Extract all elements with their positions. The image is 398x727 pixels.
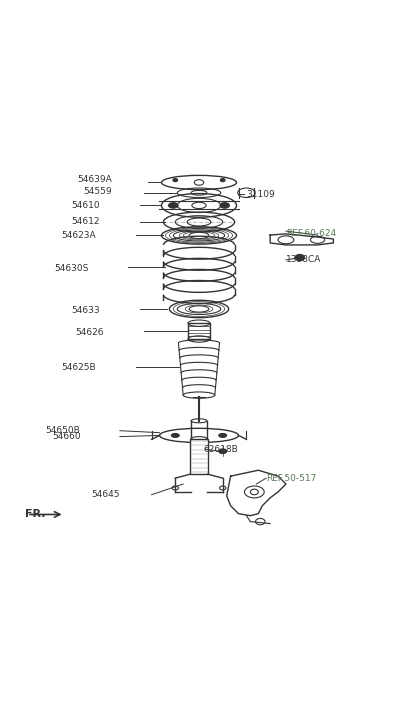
Text: 54630S: 54630S <box>54 264 88 273</box>
Ellipse shape <box>295 254 304 261</box>
Text: 54612: 54612 <box>72 217 100 225</box>
Text: 54633: 54633 <box>72 305 100 315</box>
Text: REF.60-624: REF.60-624 <box>286 228 336 238</box>
Text: 54559: 54559 <box>84 187 112 196</box>
Ellipse shape <box>219 433 227 438</box>
Ellipse shape <box>169 203 178 208</box>
Text: 54610: 54610 <box>72 201 100 210</box>
Text: 54639A: 54639A <box>77 175 112 184</box>
Text: FR.: FR. <box>25 509 46 518</box>
Text: 54645: 54645 <box>92 490 120 499</box>
Text: 54650B: 54650B <box>46 426 80 435</box>
Ellipse shape <box>171 433 179 438</box>
Ellipse shape <box>219 449 227 454</box>
Text: 62618B: 62618B <box>203 445 238 454</box>
Text: REF.50-517: REF.50-517 <box>266 473 316 483</box>
Text: 54625B: 54625B <box>62 363 96 372</box>
Text: 31109: 31109 <box>246 190 275 199</box>
Text: 54623A: 54623A <box>62 230 96 240</box>
Ellipse shape <box>173 179 178 182</box>
Ellipse shape <box>220 203 229 208</box>
Ellipse shape <box>220 179 225 182</box>
Text: 54626: 54626 <box>76 328 104 337</box>
Text: 1338CA: 1338CA <box>286 255 321 265</box>
Bar <box>190 438 208 474</box>
Polygon shape <box>270 234 334 245</box>
Text: 54660: 54660 <box>52 432 80 441</box>
